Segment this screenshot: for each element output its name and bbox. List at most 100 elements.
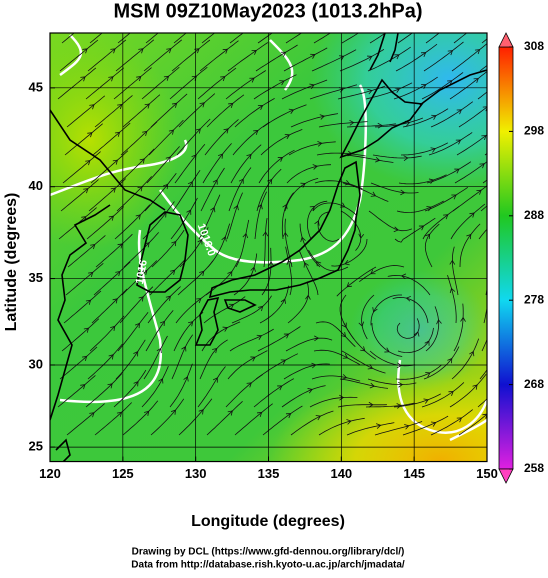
streamline (458, 106, 487, 128)
x-axis-label: Longitude (degrees) (191, 513, 345, 530)
streamline-arrow (344, 259, 350, 266)
streamline-arrow (398, 381, 404, 388)
streamline (234, 98, 275, 128)
streamline-arrow (134, 322, 140, 329)
streamline-arrow (227, 270, 233, 277)
streamline-arrow (349, 119, 355, 126)
streamline (284, 178, 319, 212)
streamline-arrow (481, 135, 487, 141)
streamline-arrow (82, 48, 88, 54)
y-tick-label: 40 (29, 178, 43, 193)
streamline-arrow (319, 114, 325, 120)
streamline-arrow (394, 87, 401, 93)
streamline-arrow (223, 128, 229, 134)
streamline (121, 260, 158, 296)
streamline-arrow (451, 194, 457, 200)
x-tick-label: 130 (185, 466, 207, 481)
streamline-arrow (139, 158, 145, 164)
streamline-arrow (277, 385, 283, 391)
streamline (89, 315, 125, 352)
streamline (94, 95, 133, 128)
streamline (169, 66, 208, 100)
streamline (281, 385, 326, 408)
streamline (483, 305, 487, 324)
streamline-arrow (218, 153, 224, 159)
streamline (423, 41, 464, 72)
streamline (424, 186, 469, 212)
streamline-arrow (358, 233, 365, 239)
streamline-arrow (246, 382, 252, 388)
streamline (120, 121, 158, 156)
streamline (367, 378, 417, 385)
streamline-arrow (227, 410, 233, 416)
streamline (453, 303, 464, 352)
streamline (257, 326, 301, 352)
colorbar-tick-label: 278 (524, 292, 544, 306)
streamline (149, 259, 185, 296)
streamline (425, 33, 440, 44)
streamline-arrow (340, 332, 347, 338)
streamline-arrow (199, 270, 205, 277)
streamline (255, 353, 299, 380)
streamline (450, 203, 486, 240)
streamline (425, 306, 440, 352)
streamline-arrow (469, 350, 475, 357)
streamline-arrow (466, 233, 472, 240)
streamline (233, 253, 258, 296)
streamline (387, 274, 431, 296)
streamline-arrow (220, 76, 226, 82)
isobar (59, 34, 82, 77)
streamline (395, 364, 442, 380)
streamline-arrow (156, 347, 162, 354)
streamline-arrow (238, 178, 244, 184)
streamline (311, 375, 361, 382)
streamline-arrow (405, 295, 412, 302)
x-tick-label: 120 (39, 466, 61, 481)
streamline-arrow (163, 183, 169, 190)
streamline-arrow (212, 347, 218, 354)
streamline (298, 249, 319, 296)
streamline-arrow (309, 83, 315, 89)
streamline (447, 274, 457, 324)
streamline-arrow (81, 355, 88, 361)
streamline-arrow (315, 415, 322, 421)
streamline-arrow (449, 22, 454, 26)
warm-region (270, 370, 487, 462)
streamline-arrow (282, 23, 287, 27)
streamline-arrow (249, 77, 255, 83)
streamline (65, 263, 104, 296)
streamline-arrow (425, 372, 431, 378)
streamline-arrow (222, 48, 228, 54)
streamline (456, 134, 487, 156)
streamline (312, 202, 357, 216)
streamline (451, 43, 487, 72)
y-tick-label: 35 (29, 270, 43, 285)
streamline (61, 33, 75, 44)
streamline (255, 44, 298, 72)
streamline-arrow (360, 346, 366, 352)
streamline-arrow (436, 319, 442, 325)
streamline-arrow (372, 307, 378, 313)
streamline-arrow (198, 409, 204, 415)
colorbar: 258 268 278 288 298 308 (498, 32, 544, 484)
streamline (122, 94, 161, 128)
streamline-arrow (108, 215, 115, 221)
streamline (262, 405, 303, 436)
streamline (365, 82, 413, 100)
coastline (339, 78, 424, 159)
streamline (256, 168, 282, 212)
streamline-arrow (404, 424, 410, 430)
streamline-arrow (165, 295, 172, 301)
streamline-arrow (430, 421, 437, 427)
streamline-arrow (89, 104, 95, 110)
streamline-arrow (286, 259, 293, 266)
streamline-arrow (303, 262, 309, 268)
streamline (174, 143, 206, 184)
streamline-arrow (311, 24, 316, 28)
streamline (147, 286, 181, 324)
streamline (228, 167, 252, 212)
streamline-arrow (341, 374, 348, 380)
streamline-arrow (144, 410, 150, 416)
streamline (449, 374, 487, 408)
x-tick-label: 125 (112, 466, 134, 481)
